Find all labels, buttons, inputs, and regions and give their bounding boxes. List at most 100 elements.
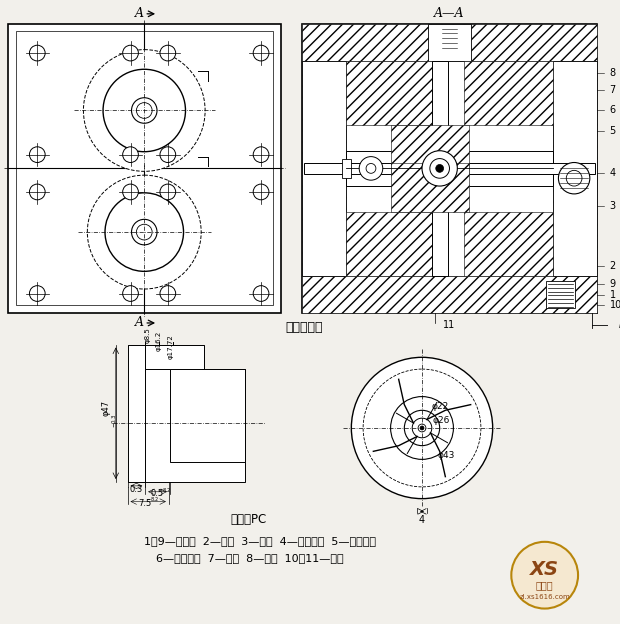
Bar bbox=[428, 24, 471, 61]
Text: φ47: φ47 bbox=[102, 400, 110, 416]
Text: zl.xs1616.com: zl.xs1616.com bbox=[520, 594, 570, 600]
Bar bbox=[391, 163, 469, 212]
Text: 7: 7 bbox=[609, 85, 616, 95]
Bar bbox=[138, 137, 150, 142]
Circle shape bbox=[123, 45, 138, 61]
Text: L: L bbox=[618, 320, 620, 330]
Circle shape bbox=[131, 98, 157, 124]
Bar bbox=[138, 124, 150, 128]
Text: φ16.2: φ16.2 bbox=[156, 331, 162, 351]
Circle shape bbox=[359, 157, 383, 180]
Text: 0.5: 0.5 bbox=[151, 489, 164, 498]
Bar bbox=[303, 276, 596, 313]
Text: φ8.5: φ8.5 bbox=[144, 327, 150, 343]
Text: A: A bbox=[135, 316, 144, 329]
Circle shape bbox=[366, 163, 376, 173]
Circle shape bbox=[430, 158, 450, 178]
Bar bbox=[303, 24, 596, 61]
Circle shape bbox=[559, 162, 590, 194]
Bar bbox=[304, 162, 595, 174]
Circle shape bbox=[422, 151, 458, 186]
Circle shape bbox=[436, 165, 443, 172]
Circle shape bbox=[29, 45, 45, 61]
Bar bbox=[138, 144, 150, 149]
Text: 2: 2 bbox=[609, 261, 616, 271]
Bar bbox=[303, 24, 596, 313]
Circle shape bbox=[29, 286, 45, 301]
Circle shape bbox=[29, 184, 45, 200]
Text: XS: XS bbox=[530, 560, 559, 579]
Text: 5: 5 bbox=[609, 126, 616, 136]
Circle shape bbox=[404, 411, 440, 446]
Text: φ22: φ22 bbox=[431, 402, 448, 411]
Text: φ17.72: φ17.72 bbox=[168, 334, 174, 359]
Bar bbox=[128, 344, 145, 482]
Circle shape bbox=[123, 286, 138, 301]
Circle shape bbox=[140, 105, 149, 115]
Circle shape bbox=[420, 426, 424, 430]
Text: 资料网: 资料网 bbox=[536, 580, 554, 590]
Bar bbox=[391, 125, 469, 174]
Circle shape bbox=[136, 224, 152, 240]
Bar bbox=[170, 369, 246, 462]
Text: 0.3: 0.3 bbox=[130, 485, 143, 494]
Text: 10: 10 bbox=[609, 300, 620, 310]
Circle shape bbox=[123, 147, 138, 162]
Text: $^{-8.2}$: $^{-8.2}$ bbox=[158, 487, 172, 493]
Bar bbox=[303, 276, 596, 313]
Text: 11: 11 bbox=[443, 320, 456, 330]
Text: 6—定模镶件  7—推杆  8—推板  10、11—弹簧: 6—定模镶件 7—推杆 8—推板 10、11—弹簧 bbox=[156, 553, 344, 563]
Text: 3: 3 bbox=[609, 201, 616, 211]
Text: 1、9—复位杆  2—推管  3—型芯  4—推力轴承  5—动模镶件: 1、9—复位杆 2—推管 3—型芯 4—推力轴承 5—动模镶件 bbox=[144, 536, 376, 546]
Circle shape bbox=[87, 175, 201, 289]
Bar bbox=[432, 61, 448, 276]
Bar bbox=[303, 61, 347, 276]
Text: 材料：PC: 材料：PC bbox=[231, 513, 267, 526]
Bar bbox=[546, 281, 575, 308]
Circle shape bbox=[418, 424, 426, 432]
Text: 1: 1 bbox=[609, 290, 616, 300]
Text: 8: 8 bbox=[609, 68, 616, 78]
Circle shape bbox=[160, 286, 175, 301]
Bar bbox=[303, 24, 596, 61]
Circle shape bbox=[123, 184, 138, 200]
Text: 9: 9 bbox=[609, 279, 616, 289]
Bar bbox=[347, 212, 435, 276]
Text: 7.5: 7.5 bbox=[139, 499, 152, 508]
Circle shape bbox=[160, 45, 175, 61]
Bar bbox=[16, 31, 273, 305]
Text: 4: 4 bbox=[419, 515, 425, 525]
Circle shape bbox=[136, 102, 152, 119]
Bar bbox=[552, 61, 596, 276]
Text: $^{-0.3}_{\ }$: $^{-0.3}_{\ }$ bbox=[109, 414, 118, 429]
Circle shape bbox=[84, 50, 205, 172]
Bar bbox=[138, 130, 150, 135]
Text: φ43: φ43 bbox=[438, 451, 455, 460]
Circle shape bbox=[253, 45, 269, 61]
Bar bbox=[8, 24, 281, 313]
Text: A: A bbox=[135, 7, 144, 21]
Bar bbox=[342, 158, 352, 178]
Text: 4: 4 bbox=[609, 168, 616, 178]
Circle shape bbox=[253, 184, 269, 200]
Text: A—A: A—A bbox=[434, 7, 465, 21]
Bar bbox=[347, 61, 435, 125]
Circle shape bbox=[105, 193, 184, 271]
Circle shape bbox=[363, 369, 481, 487]
Circle shape bbox=[512, 542, 578, 608]
Bar bbox=[464, 212, 552, 276]
Circle shape bbox=[103, 69, 185, 152]
Circle shape bbox=[29, 147, 45, 162]
Bar bbox=[552, 61, 596, 276]
Circle shape bbox=[566, 170, 582, 186]
Text: 6: 6 bbox=[609, 105, 616, 115]
Text: $^{-8.2}$: $^{-8.2}$ bbox=[146, 497, 160, 502]
Circle shape bbox=[412, 418, 432, 438]
Circle shape bbox=[253, 147, 269, 162]
Circle shape bbox=[160, 147, 175, 162]
Bar bbox=[347, 151, 552, 186]
Bar bbox=[145, 344, 204, 369]
Circle shape bbox=[160, 184, 175, 200]
Bar bbox=[128, 344, 145, 482]
Circle shape bbox=[253, 286, 269, 301]
